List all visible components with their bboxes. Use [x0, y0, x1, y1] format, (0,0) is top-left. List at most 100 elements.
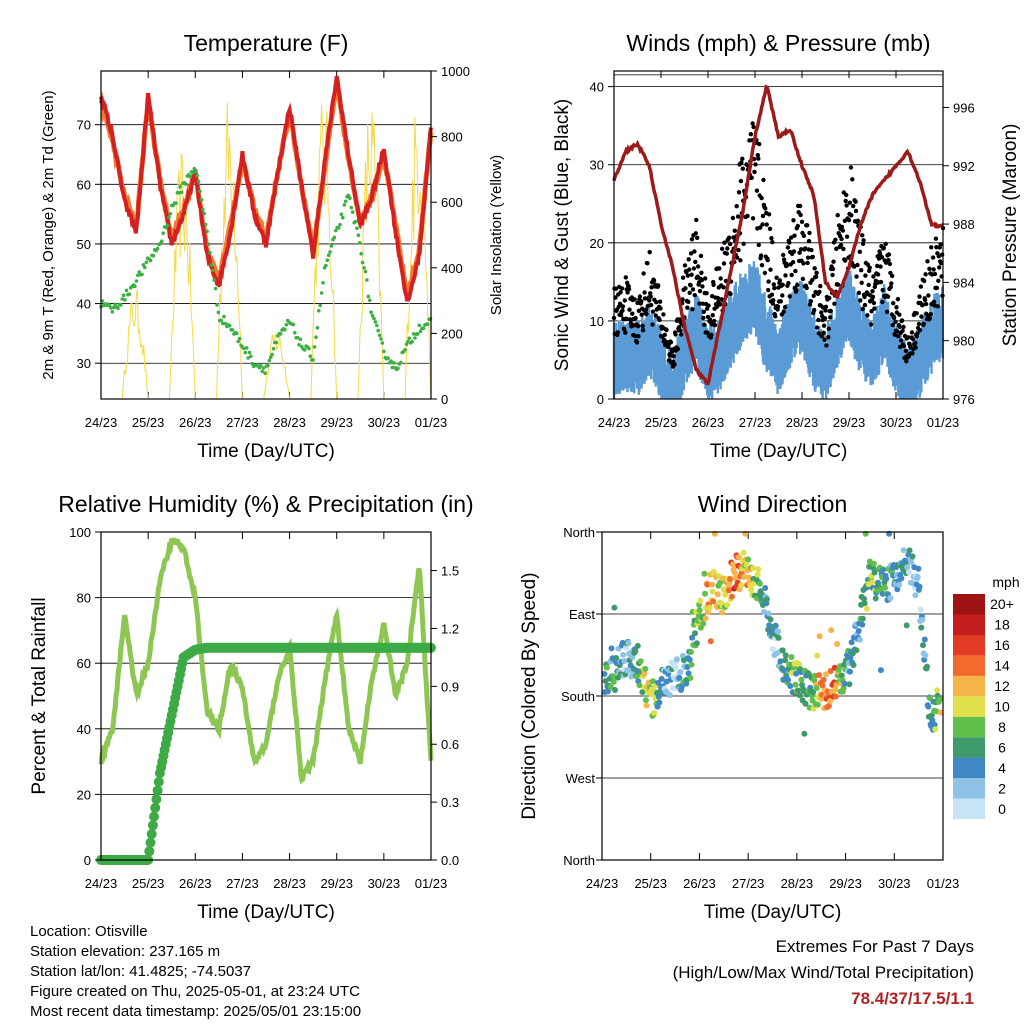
- dewpoint-point: [192, 166, 197, 171]
- x-tick-label: 24/23: [598, 415, 631, 430]
- dewpoint-point: [367, 298, 372, 303]
- direction-point: [608, 645, 615, 652]
- gust-point: [875, 263, 880, 269]
- dewpoint-point: [155, 246, 160, 251]
- gust-point: [853, 199, 858, 204]
- gust-point: [635, 324, 641, 329]
- gust-point: [657, 299, 663, 304]
- direction-point: [772, 622, 779, 629]
- gust-point: [764, 222, 769, 227]
- gust-point: [695, 264, 701, 269]
- gust-point: [860, 241, 866, 246]
- gust-point: [643, 307, 649, 312]
- gust-point: [633, 315, 638, 321]
- gust-point: [903, 348, 909, 354]
- gust-point: [732, 228, 737, 233]
- gust-point: [816, 317, 821, 323]
- gust-point: [698, 253, 704, 259]
- dewpoint-point: [334, 228, 338, 233]
- colorbar-label: 10: [994, 699, 1010, 715]
- plot-border: [100, 531, 432, 861]
- y-tick-label: 100: [69, 525, 91, 540]
- direction-point: [677, 669, 684, 675]
- gust-point: [671, 353, 676, 359]
- direction-point: [917, 606, 924, 613]
- gust-point: [774, 275, 779, 280]
- y-tick-label: 50: [77, 237, 91, 252]
- colorbar-swatch: [953, 798, 985, 819]
- direction-point: [710, 598, 717, 605]
- chart-panel-0: Temperature (F) Time (Day/UTC) 24/23 25/23 2…: [40, 30, 505, 462]
- direction-point: [765, 610, 772, 617]
- dewpoint-point: [336, 226, 341, 230]
- gust-point: [775, 304, 781, 309]
- dewpoint-point: [260, 369, 265, 374]
- gust-point: [622, 298, 627, 303]
- gust-point: [664, 327, 669, 333]
- direction-point: [832, 693, 839, 700]
- gust-point: [859, 280, 864, 285]
- gust-point: [697, 301, 702, 306]
- y2-tick-label: 0.9: [441, 679, 459, 694]
- gust-point: [702, 322, 707, 327]
- gust-point: [819, 334, 824, 339]
- dewpoint-point: [319, 291, 324, 295]
- gust-point: [811, 293, 816, 298]
- gust-point: [932, 303, 937, 308]
- direction-point: [621, 658, 628, 664]
- gust-point: [810, 254, 815, 260]
- gust-point: [822, 337, 827, 342]
- y-tick-label: North: [563, 853, 595, 868]
- direction-point: [704, 609, 711, 615]
- y-tick-label: 30: [590, 158, 604, 173]
- gust-point: [860, 233, 865, 238]
- gust-point: [812, 266, 817, 271]
- gust-point: [710, 313, 715, 318]
- gust-point: [813, 274, 819, 279]
- series-relative-humidity: [98, 537, 434, 785]
- x-tick-label: 29/23: [320, 876, 353, 891]
- dewpoint-point: [377, 333, 382, 338]
- chart-title: Relative Humidity (%) & Precipitation (i…: [58, 491, 473, 517]
- y2-axis-label: Solar Insolation (Yellow): [488, 155, 505, 315]
- dewpoint-point: [223, 321, 228, 326]
- dewpoint-point: [373, 320, 378, 324]
- x-tick-label: 29/23: [320, 415, 353, 430]
- gust-point: [711, 282, 716, 287]
- direction-point: [706, 604, 713, 611]
- gust-point: [752, 169, 757, 175]
- gust-point: [718, 276, 723, 281]
- direction-point: [722, 591, 729, 598]
- gust-point: [786, 281, 791, 286]
- colorbar-label: 20+: [990, 596, 1014, 612]
- gust-point: [684, 269, 689, 275]
- colorbar-label: 2: [998, 780, 1006, 796]
- direction-point: [810, 705, 817, 712]
- gust-point: [648, 294, 653, 299]
- dewpoint-point: [375, 323, 379, 328]
- gust-point: [721, 261, 727, 266]
- gust-point: [844, 203, 849, 208]
- gust-point: [769, 292, 775, 297]
- direction-point: [655, 679, 662, 686]
- direction-point: [702, 615, 709, 622]
- direction-point: [811, 677, 818, 684]
- gust-point: [748, 132, 753, 137]
- x-tick-label: 26/23: [179, 876, 212, 891]
- dewpoint-point: [312, 345, 317, 349]
- gust-point: [801, 261, 806, 266]
- gust-point: [619, 286, 625, 291]
- direction-point: [740, 549, 747, 556]
- gust-point: [789, 235, 794, 240]
- x-tick-label: 30/23: [880, 415, 913, 430]
- x-tick-label: 01/23: [415, 876, 448, 891]
- direction-point: [720, 586, 727, 593]
- dewpoint-point: [168, 212, 173, 216]
- dewpoint-point: [342, 203, 347, 207]
- direction-point: [775, 634, 782, 641]
- x-tick-label: 27/23: [226, 876, 259, 891]
- direction-point: [810, 689, 817, 696]
- gust-point: [719, 246, 725, 251]
- gust-point: [918, 284, 924, 289]
- direction-point: [613, 655, 620, 661]
